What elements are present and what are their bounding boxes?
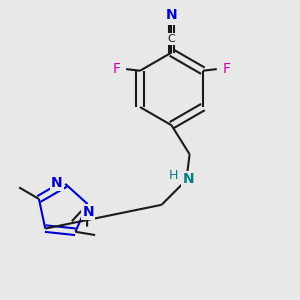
- Text: N: N: [51, 176, 62, 190]
- Text: F: F: [112, 62, 120, 76]
- Text: N: N: [166, 8, 177, 22]
- Text: H: H: [169, 169, 178, 182]
- Text: C: C: [168, 34, 175, 44]
- Text: N: N: [182, 172, 194, 186]
- Text: N: N: [82, 205, 94, 219]
- Text: F: F: [223, 62, 231, 76]
